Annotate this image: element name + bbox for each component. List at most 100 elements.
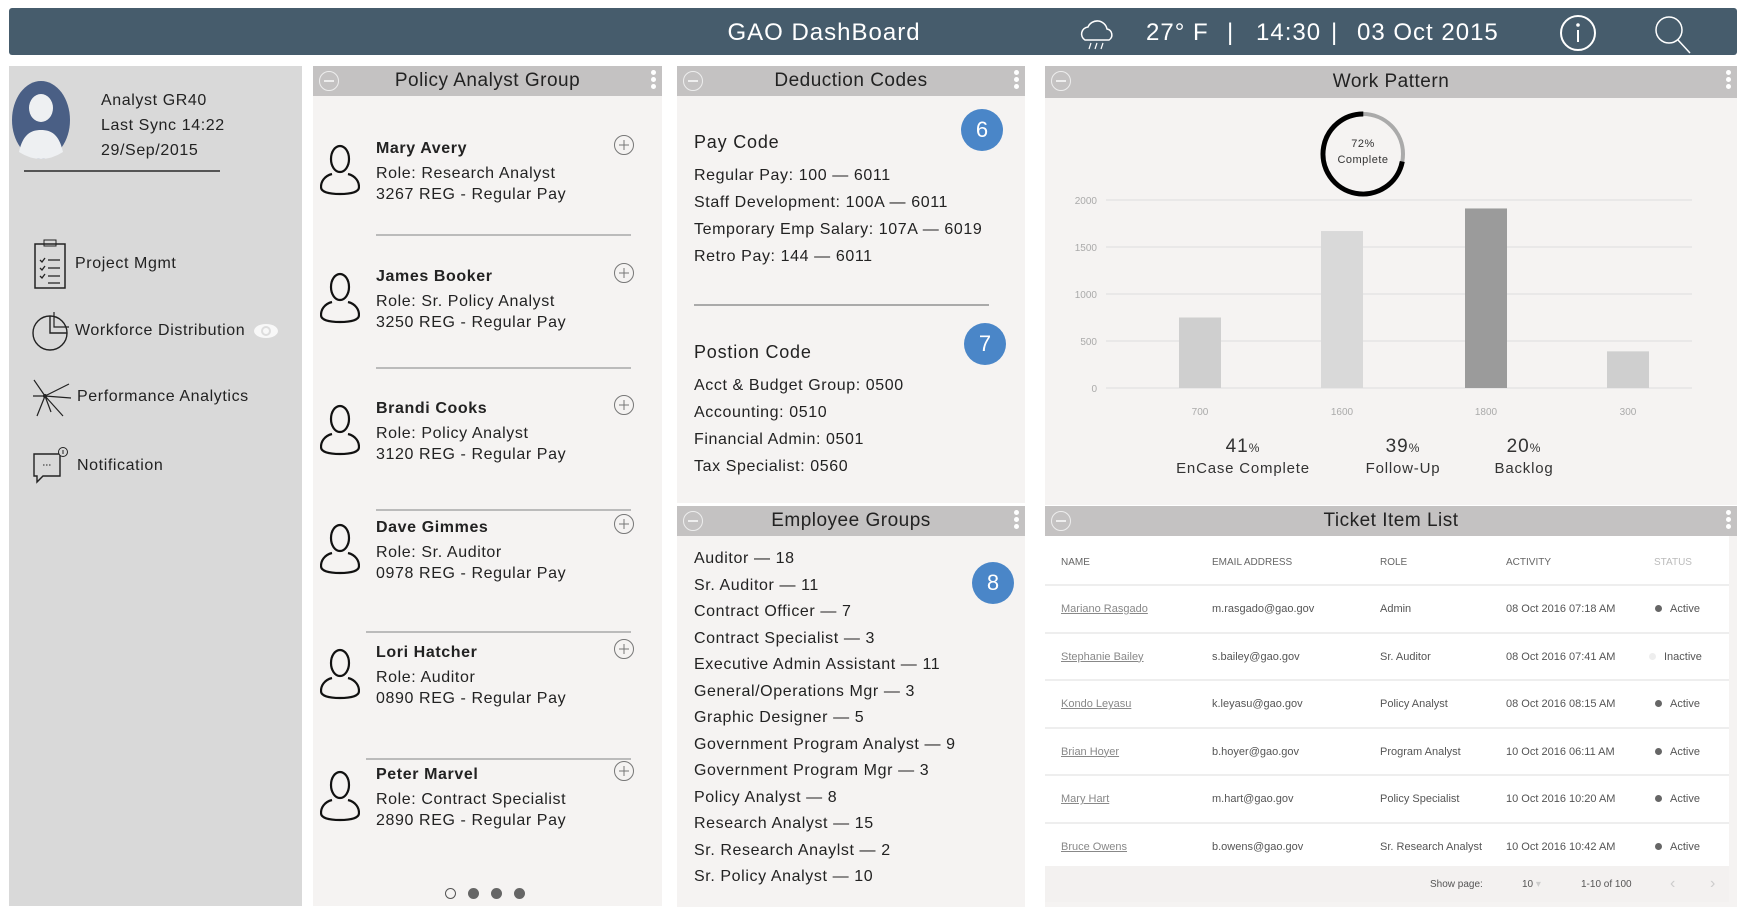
- name-link[interactable]: Mary Hart: [1061, 793, 1110, 805]
- name-link[interactable]: Mariano Rasgado: [1061, 603, 1148, 615]
- status-cell: Active: [1655, 793, 1700, 805]
- bar[interactable]: [1179, 317, 1221, 389]
- more-menu-icon[interactable]: [651, 70, 656, 91]
- more-menu-icon[interactable]: [1726, 70, 1731, 91]
- role-cell: Policy Analyst: [1380, 698, 1448, 710]
- info-icon[interactable]: [1558, 13, 1598, 53]
- person-name: Mary Avery: [376, 140, 468, 157]
- more-menu-icon[interactable]: [1014, 510, 1019, 531]
- donut-label: 72% Complete: [1323, 136, 1403, 168]
- avatar: [12, 81, 70, 159]
- page-dot[interactable]: [514, 888, 525, 899]
- collapse-icon[interactable]: [319, 71, 339, 91]
- divider: [694, 304, 989, 306]
- work-pattern-panel: Work Pattern 0 500 1000 1500 2000 700 1600 1800…: [1045, 66, 1737, 505]
- prev-page-icon[interactable]: ‹: [1670, 875, 1676, 892]
- list-item: General/Operations Mgr — 3: [694, 682, 916, 700]
- collapse-icon[interactable]: [1051, 511, 1071, 531]
- status-cell: Active: [1655, 746, 1700, 758]
- eye-icon[interactable]: [253, 322, 279, 340]
- pay-code-title: Pay Code: [694, 132, 780, 152]
- column-header[interactable]: EMAIL ADDRESS: [1212, 557, 1293, 568]
- status-text: Active: [1670, 840, 1700, 853]
- panel-header: Policy Analyst Group: [313, 66, 662, 96]
- list-item: Auditor — 18: [694, 550, 795, 567]
- more-menu-icon[interactable]: [1726, 510, 1731, 531]
- status-dot-icon: [1655, 747, 1662, 755]
- search-icon[interactable]: [1651, 12, 1695, 56]
- person-name: James Booker: [376, 268, 493, 285]
- column-header[interactable]: ACTIVITY: [1506, 557, 1552, 568]
- app-title: GAO DashBoard: [727, 19, 921, 46]
- page-size-select[interactable]: 10 ▾: [1522, 879, 1541, 890]
- clipboard-icon: [34, 239, 66, 289]
- column-header[interactable]: STATUS: [1654, 557, 1692, 568]
- employee-groups-panel: Employee Groups 8 Auditor — 18 Sr. Audito…: [677, 506, 1025, 907]
- more-menu-icon[interactable]: [1014, 70, 1019, 91]
- last-sync: Last Sync 14:22: [101, 117, 225, 134]
- nav-performance-analytics[interactable]: Performance Analytics: [31, 376, 249, 418]
- nav-notification[interactable]: Notification: [31, 446, 163, 486]
- page-dot[interactable]: [491, 888, 502, 899]
- person-icon: [320, 404, 360, 456]
- person-name: Brandi Cooks: [376, 400, 488, 417]
- y-tick-label: 2000: [1075, 196, 1098, 207]
- table-row[interactable]: Mariano Rasgado m.rasgado@gao.gov Admin 08 …: [1045, 584, 1729, 632]
- bar[interactable]: [1607, 351, 1649, 388]
- stat: 39% Follow-Up: [1323, 436, 1483, 477]
- name-link[interactable]: Kondo Leyasu: [1061, 698, 1132, 710]
- table-row[interactable]: Stephanie Bailey s.bailey@gao.gov Sr. Audi…: [1045, 631, 1729, 680]
- status-dot-icon: [1655, 842, 1662, 850]
- activity-cell: 08 Oct 2016 07:18 AM: [1506, 603, 1616, 615]
- x-tick-label: 1800: [1475, 407, 1498, 418]
- list-item: Retro Pay: 144 — 6011: [694, 248, 873, 265]
- table-row[interactable]: Mary Hart m.hart@gao.gov Policy Specialist…: [1045, 774, 1729, 822]
- table-row[interactable]: Bruce Owens b.owens@gao.gov Sr. Research A…: [1045, 821, 1729, 870]
- status-text: Active: [1670, 698, 1700, 710]
- employee-groups-badge: 8: [972, 562, 1014, 604]
- status-cell: Active: [1655, 603, 1700, 615]
- list-item: Accounting: 0510: [694, 404, 828, 421]
- email-cell: s.bailey@gao.gov: [1212, 650, 1300, 663]
- policy-analyst-panel: Policy Analyst Group Mary Avery Role: Re…: [313, 66, 662, 906]
- email-cell: m.rasgado@gao.gov: [1212, 603, 1315, 615]
- position-code-title: Postion Code: [694, 342, 812, 362]
- panel-title: Ticket Item List: [1323, 510, 1459, 531]
- table-row[interactable]: Kondo Leyasu k.leyasu@gao.gov Policy Analy…: [1045, 679, 1729, 727]
- y-tick-label: 0: [1091, 384, 1097, 395]
- page-dot[interactable]: [445, 888, 456, 899]
- add-icon[interactable]: [613, 513, 635, 535]
- table-row[interactable]: Brian Hoyer b.hoyer@gao.gov Program Analys…: [1045, 726, 1729, 775]
- name-link[interactable]: Stephanie Bailey: [1061, 650, 1144, 663]
- person-icon: [320, 272, 360, 324]
- name-link[interactable]: Brian Hoyer: [1061, 745, 1120, 758]
- add-icon[interactable]: [613, 134, 635, 156]
- page-dot[interactable]: [468, 888, 479, 899]
- bar[interactable]: [1321, 231, 1363, 388]
- list-item: Graphic Designer — 5: [694, 709, 865, 726]
- add-icon[interactable]: [613, 262, 635, 284]
- bar[interactable]: [1465, 208, 1507, 388]
- collapse-icon[interactable]: [1051, 71, 1071, 91]
- activity-cell: 10 Oct 2016 10:20 AM: [1506, 793, 1616, 805]
- name-link[interactable]: Bruce Owens: [1061, 840, 1128, 853]
- y-tick-label: 1500: [1075, 243, 1098, 254]
- stat-unit: %: [1529, 441, 1542, 455]
- add-icon[interactable]: [613, 760, 635, 782]
- column-header[interactable]: NAME: [1061, 557, 1090, 568]
- add-icon[interactable]: [613, 394, 635, 416]
- person-role: Role: Research Analyst: [376, 165, 556, 182]
- add-icon[interactable]: [613, 638, 635, 660]
- column-header[interactable]: ROLE: [1380, 557, 1408, 568]
- collapse-icon[interactable]: [683, 511, 703, 531]
- role-cell: Admin: [1380, 603, 1412, 615]
- nav-project-mgmt[interactable]: Project Mgmt: [31, 238, 176, 290]
- person-icon: [320, 648, 360, 700]
- next-page-icon[interactable]: ›: [1710, 875, 1716, 892]
- collapse-icon[interactable]: [683, 71, 703, 91]
- nav-workforce-distribution[interactable]: Workforce Distribution: [31, 310, 285, 352]
- role-cell: Sr. Research Analyst: [1380, 840, 1483, 853]
- work-pattern-chart: 0 500 1000 1500 2000 700 1600 1800 300: [1075, 111, 1692, 418]
- nav-label: Workforce Distribution: [75, 322, 246, 339]
- person-icon: [320, 523, 360, 575]
